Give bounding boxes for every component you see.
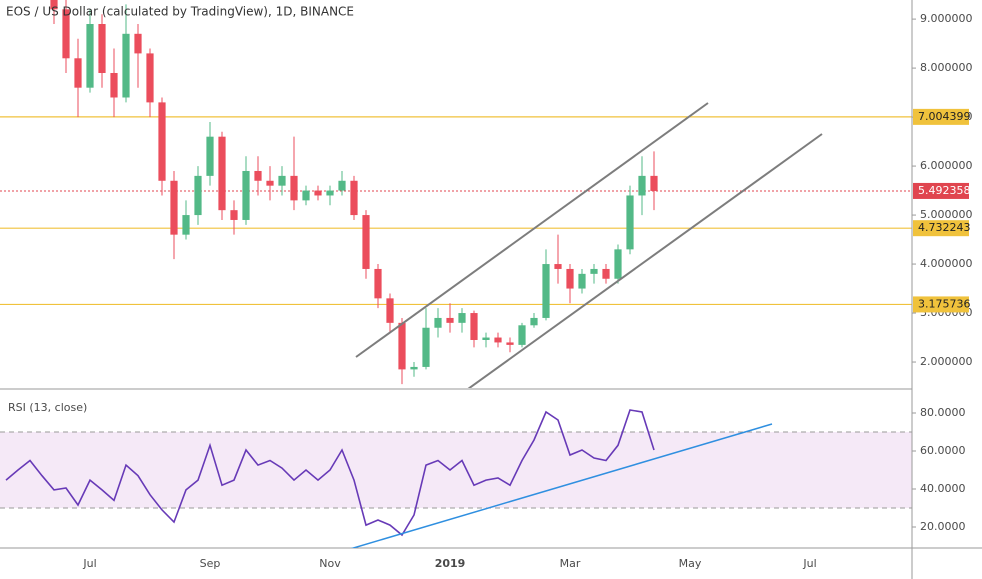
candle-body [266,180,274,186]
channel-lower [467,133,823,388]
y-tick-label: 8.000000 [920,61,973,74]
candle-body [74,58,82,88]
rsi-title: RSI (13, close) [8,401,87,414]
candle-body [170,180,178,235]
candle-body [590,268,598,274]
candle-body [278,175,286,186]
y-tick-label: 4.000000 [920,257,973,270]
candle-body [374,268,382,299]
candle-body [362,215,370,269]
rsi-trendline [350,423,773,548]
candle-body [230,210,238,220]
channel-upper [355,102,709,358]
candle-body [146,53,154,103]
candle-body [254,170,262,181]
x-tick-label: Sep [200,557,221,570]
last-price-label: 5.492358 [918,184,971,197]
candle-body [602,268,610,279]
candle-body [314,190,322,196]
candle-body [122,33,130,98]
candles [50,0,658,385]
candle-body [182,215,190,235]
candle-body [638,175,646,196]
candle-body [86,24,94,88]
y-tick-label: 6.000000 [920,159,973,172]
candle-body [482,337,490,340]
candle-body [302,190,310,201]
x-tick-label: Mar [560,557,581,570]
candle-body [470,313,478,340]
candle-body [554,264,562,269]
y-tick-label: 80.0000 [920,406,966,419]
candle-body [566,268,574,289]
candle-body [422,327,430,367]
rsi-band [0,431,912,509]
candle-body [506,342,514,345]
candle-body [626,195,634,250]
candle-body [650,175,658,191]
price-level-tag [913,108,969,125]
candle-body [290,175,298,201]
candle-body [206,136,214,176]
candle-body [434,317,442,328]
y-tick-label: 9.000000 [920,12,973,25]
price-level-tag [913,220,969,237]
candle-body [458,313,466,323]
candle-body [410,366,418,370]
candle-body [50,0,58,10]
y-tick-label: 60.0000 [920,444,966,457]
candle-body [386,298,394,323]
y-tick-label: 5.000000 [920,208,973,221]
candle-body [134,33,142,54]
x-tick-label: May [679,557,702,570]
chart-title: EOS / US Dollar (calculated by TradingVi… [6,5,354,19]
candle-body [338,180,346,191]
y-tick-label: 2.000000 [920,355,973,368]
candle-body [326,190,334,196]
candle-body [578,273,586,289]
x-tick-label: Nov [319,557,341,570]
price-level-label: 7.004399 [918,110,971,123]
x-tick-label: 2019 [435,557,466,570]
x-tick-label: Jul [82,557,96,570]
candle-body [530,317,538,326]
candle-body [446,317,454,323]
candle-body [242,170,250,220]
rsi-line [5,409,655,537]
y-tick-label: 20.0000 [920,520,966,533]
candle-body [218,136,226,211]
candle-body [542,264,550,318]
last-price-tag [913,182,969,199]
candle-body [98,24,106,73]
candle-body [398,322,406,370]
candle-body [494,337,502,343]
y-tick-label: 40.0000 [920,482,966,495]
candle-body [158,102,166,181]
candle-body [62,9,70,59]
candle-body [350,180,358,216]
candle-body [110,72,118,98]
price-level-label: 3.175736 [918,297,971,310]
x-tick-label: Jul [802,557,816,570]
candle-body [518,325,526,345]
candle-body [194,175,202,216]
candle-body [614,249,622,279]
layers [0,0,912,537]
price-level-label: 4.732243 [918,221,971,234]
price-level-tag [913,296,969,313]
